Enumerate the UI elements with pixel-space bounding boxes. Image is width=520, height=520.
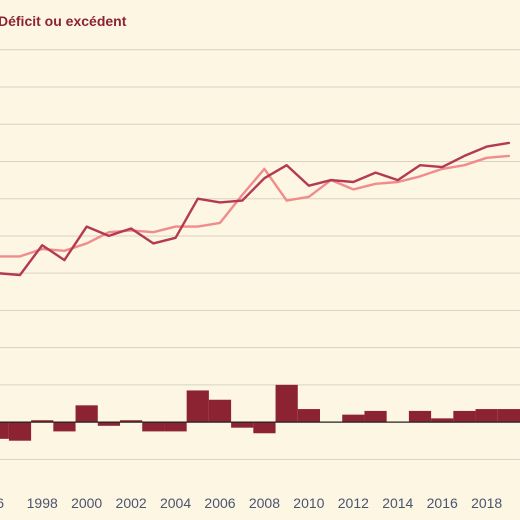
bar-2012 — [342, 414, 365, 423]
x-tick-label: 2006 — [204, 495, 235, 511]
bar-2017 — [453, 410, 476, 423]
bar-2001 — [97, 422, 120, 426]
bar-2018 — [475, 409, 498, 423]
x-axis-ticks: 1998 2000 2002 2004 2006 2008 2010 2012 2014 2016… — [0, 495, 502, 511]
bar-2000 — [75, 405, 98, 423]
bar-2008 — [253, 422, 276, 434]
bar-2003 — [142, 422, 165, 432]
bar-2013 — [364, 410, 387, 423]
bar-layer — [0, 384, 520, 441]
series-line-light — [0, 154, 511, 258]
bar-1996 — [0, 422, 9, 439]
line-layer — [0, 141, 511, 277]
bar-2010 — [297, 409, 320, 423]
x-tick-label: 2010 — [293, 495, 324, 511]
x-tick-label: 2008 — [249, 495, 280, 511]
x-tick-label-partial: 6 — [0, 495, 4, 511]
x-tick-label: 2014 — [382, 495, 413, 511]
bar-2007 — [231, 422, 254, 428]
bar-2016 — [431, 418, 454, 423]
x-tick-label: 2012 — [338, 495, 369, 511]
x-tick-label: 2000 — [71, 495, 102, 511]
bar-1998 — [31, 420, 54, 423]
bar-2002 — [120, 420, 143, 423]
bar-2005 — [186, 390, 209, 423]
legend: Déficit ou excédent — [0, 13, 127, 29]
x-tick-label: 2004 — [160, 495, 191, 511]
bar-1997 — [8, 422, 32, 441]
x-tick-label: 2018 — [471, 495, 502, 511]
bar-2004 — [164, 422, 187, 432]
bar-2009 — [275, 384, 298, 423]
grid-layer — [0, 49, 520, 460]
bar-2006 — [208, 399, 232, 423]
x-tick-label: 1998 — [27, 495, 58, 511]
series-line-dark — [0, 141, 511, 277]
bar-2019 — [497, 409, 520, 423]
bar-1999 — [53, 422, 76, 432]
x-tick-label: 2016 — [427, 495, 458, 511]
x-tick-label: 2002 — [116, 495, 147, 511]
legend-label: Déficit ou excédent — [0, 13, 127, 29]
bar-2015 — [408, 410, 432, 423]
